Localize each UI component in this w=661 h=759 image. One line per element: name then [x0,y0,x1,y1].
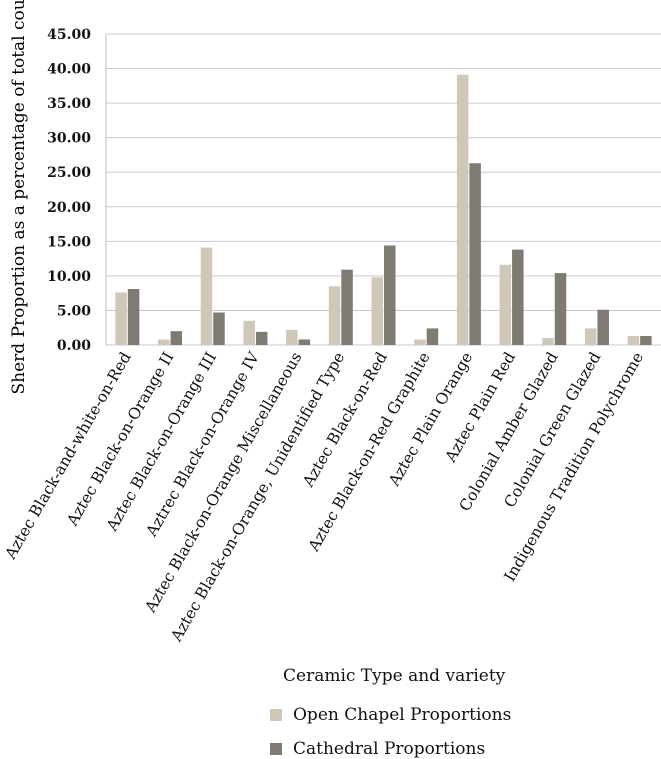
y-axis-ticks: 0.00 5.00 10.00 15.00 20.00 25.00 30.00 35.00 40… [47,27,91,354]
bar-cathedral [554,273,567,345]
legend-swatch-cathedral [270,743,282,755]
legend-item-cathedral: Cathedral Proportions [270,739,485,759]
bar-cathedral [512,249,524,345]
bar-cathedral [170,331,183,345]
bar-cathedral [640,336,652,345]
y-tick-label: 30.00 [47,131,91,147]
bar-open-chapel [200,247,213,345]
bar-cathedral [384,245,396,345]
bar-open-chapel [499,264,512,345]
legend-label-cathedral: Cathedral Proportions [293,739,486,759]
y-axis-title: Sherd Proportion as a percentage of tota… [9,0,29,394]
bar-cathedral [213,312,225,345]
y-tick-label: 35.00 [47,96,91,112]
bars [115,74,652,345]
bar-open-chapel [371,277,383,345]
y-tick-label: 10.00 [47,269,91,285]
bar-cathedral [597,309,609,345]
legend-label-open-chapel: Open Chapel Proportions [293,705,512,725]
bar-cathedral [127,289,140,345]
bar-open-chapel [158,339,170,345]
bar-cathedral [298,339,311,345]
x-axis-title: Ceramic Type and variety [283,666,506,686]
legend-swatch-open-chapel [270,709,282,721]
bar-open-chapel [414,339,426,345]
bar-cathedral [469,163,481,345]
bar-cathedral [426,328,439,345]
y-tick-label: 25.00 [47,165,91,181]
y-tick-label: 0.00 [57,338,91,354]
bar-open-chapel [456,74,469,345]
gridlines [105,33,661,346]
legend-item-open-chapel: Open Chapel Proportions [270,705,511,725]
y-tick-label: 40.00 [47,62,91,78]
bar-open-chapel [627,336,640,345]
y-tick-label: 15.00 [47,234,91,250]
bar-open-chapel [328,286,341,345]
y-tick-label: 20.00 [47,200,91,216]
y-tick-label: 45.00 [47,27,91,43]
bar-cathedral [255,331,268,345]
bar-open-chapel [584,328,597,345]
bar-open-chapel [286,329,298,345]
bar-open-chapel [243,320,255,345]
bar-cathedral [341,269,353,345]
y-tick-label: 5.00 [57,303,91,319]
bar-open-chapel [115,292,127,345]
bar-open-chapel [542,338,554,345]
